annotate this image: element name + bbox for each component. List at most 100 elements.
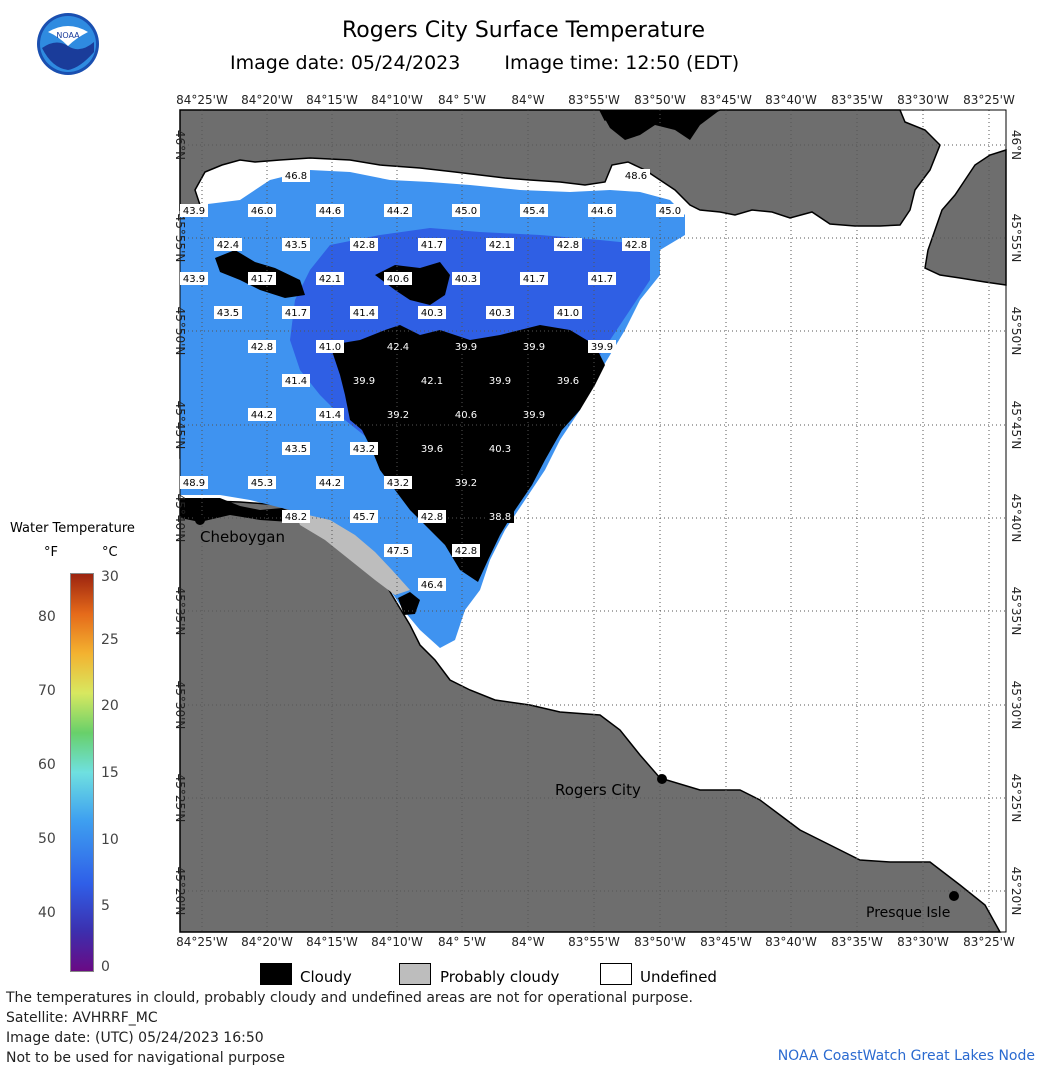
temp-label-box <box>316 272 344 285</box>
legend-title: Water Temperature <box>10 521 135 536</box>
image-datetime: Image date: 05/24/2023 Image time: 12:50 … <box>230 52 783 74</box>
temperature-labels: 46.8 48.6 43.9 46.0 44.6 44.2 45.0 45.4 44.6 45.0… <box>180 169 684 591</box>
temp-label: 42.1 <box>421 376 443 387</box>
temp-label: 42.8 <box>353 240 375 251</box>
rogers-city-marker-icon <box>657 774 667 784</box>
temp-label: 43.2 <box>387 478 409 489</box>
temp-label-box <box>452 544 480 557</box>
temp-label: 44.2 <box>319 478 341 489</box>
temp-label: 40.6 <box>455 410 477 421</box>
temp-label: 44.6 <box>591 206 613 217</box>
lon-label-bottom: 83°45'W <box>700 935 752 949</box>
temp-label: 41.4 <box>285 376 307 387</box>
lon-label-bottom: 84°20'W <box>241 935 293 949</box>
scale-tick-f: 70 <box>38 683 56 699</box>
temp-label: 43.9 <box>183 274 205 285</box>
temp-label: 45.0 <box>659 206 681 217</box>
noaa-logo-icon: NOAA <box>36 12 100 76</box>
temp-label: 47.5 <box>387 546 409 557</box>
scale-tick-c: 20 <box>101 698 119 714</box>
lon-label-bottom: 83°40'W <box>765 935 817 949</box>
temp-label: 48.9 <box>183 478 205 489</box>
temp-label-box <box>248 204 276 217</box>
temp-label-box <box>248 476 276 489</box>
temp-label-box <box>384 544 412 557</box>
temp-label-box <box>282 374 310 387</box>
lon-label-bottom: 84°25'W <box>176 935 228 949</box>
temp-label: 39.6 <box>421 444 443 455</box>
lon-label-bottom: 84° 5'W <box>438 935 486 949</box>
temp-label: 43.5 <box>285 444 307 455</box>
lat-label-right: 45°25'N <box>1009 774 1023 823</box>
temp-label-box <box>282 442 310 455</box>
temp-label-box <box>588 272 616 285</box>
temp-label: 39.2 <box>387 410 409 421</box>
lat-label-left: 46°N <box>173 130 187 160</box>
temp-label: 45.7 <box>353 512 375 523</box>
scale-tick-f: 60 <box>38 757 56 773</box>
lat-label-right: 45°35'N <box>1009 587 1023 636</box>
key-cloudy: Cloudy <box>300 968 352 986</box>
lon-label-bottom: 83°35'W <box>831 935 883 949</box>
footer-disclaimer: The temperatures in clould, probably clo… <box>6 990 693 1006</box>
land-island-northeast <box>924 148 1007 286</box>
temp-label: 43.5 <box>217 308 239 319</box>
legend-unit-c: °C <box>102 545 118 560</box>
temp-label: 39.2 <box>455 478 477 489</box>
temp-label-box <box>350 238 378 251</box>
lat-label-left: 45°50'N <box>173 307 187 356</box>
temp-label-box <box>622 169 650 182</box>
temp-label-box <box>384 204 412 217</box>
temp-label: 42.8 <box>625 240 647 251</box>
temp-label: 42.8 <box>251 342 273 353</box>
scale-tick-c: 5 <box>101 898 110 914</box>
temp-label-box <box>520 340 548 353</box>
cloudy-swatch <box>260 963 292 985</box>
footer-utc-date: Image date: (UTC) 05/24/2023 16:50 <box>6 1030 264 1046</box>
temp-label-box <box>486 510 514 523</box>
temp-label: 44.2 <box>387 206 409 217</box>
map-border <box>179 109 1007 933</box>
temp-label-box <box>418 374 446 387</box>
lon-label-top: 84°W <box>511 93 544 107</box>
temp-label-box <box>656 204 684 217</box>
temp-label: 42.8 <box>421 512 443 523</box>
temp-label-box <box>350 442 378 455</box>
temp-label-box <box>554 306 582 319</box>
probably-cloudy-swatch <box>399 963 431 985</box>
temp-label-box <box>452 204 480 217</box>
lon-label-bottom: 83°30'W <box>897 935 949 949</box>
lon-label-top: 83°40'W <box>765 93 817 107</box>
temp-label-box <box>248 272 276 285</box>
lat-label-left: 45°25'N <box>173 774 187 823</box>
graticule <box>180 110 1006 932</box>
temp-label-box <box>622 238 650 251</box>
lon-label-bottom: 83°25'W <box>963 935 1015 949</box>
temp-label: 46.0 <box>251 206 273 217</box>
temp-label: 39.9 <box>489 376 511 387</box>
temp-label-box <box>418 578 446 591</box>
temp-label-box <box>180 272 208 285</box>
temp-label-box <box>316 340 344 353</box>
temp-label-box <box>418 442 446 455</box>
temp-label-box <box>486 238 514 251</box>
temp-label: 41.7 <box>285 308 307 319</box>
lat-label-left: 45°55'N <box>173 214 187 263</box>
temp-label: 45.0 <box>455 206 477 217</box>
footer-satellite: Satellite: AVHRRF_MC <box>6 1010 158 1026</box>
temp-label: 41.4 <box>319 410 341 421</box>
temp-label: 42.8 <box>557 240 579 251</box>
lon-label-bottom: 84°W <box>511 935 544 949</box>
temp-label: 40.6 <box>387 274 409 285</box>
temp-label: 39.9 <box>353 376 375 387</box>
lon-label-top: 84°25'W <box>176 93 228 107</box>
temp-label: 39.9 <box>523 410 545 421</box>
svg-text:NOAA: NOAA <box>56 31 80 40</box>
lon-label-top: 84°10'W <box>371 93 423 107</box>
temp-label-box <box>554 238 582 251</box>
temp-label-box <box>384 272 412 285</box>
temp-label-box <box>486 374 514 387</box>
lat-label-right: 45°20'N <box>1009 867 1023 916</box>
cloud-patch-bay <box>398 592 420 615</box>
scale-tick-c: 25 <box>101 632 119 648</box>
